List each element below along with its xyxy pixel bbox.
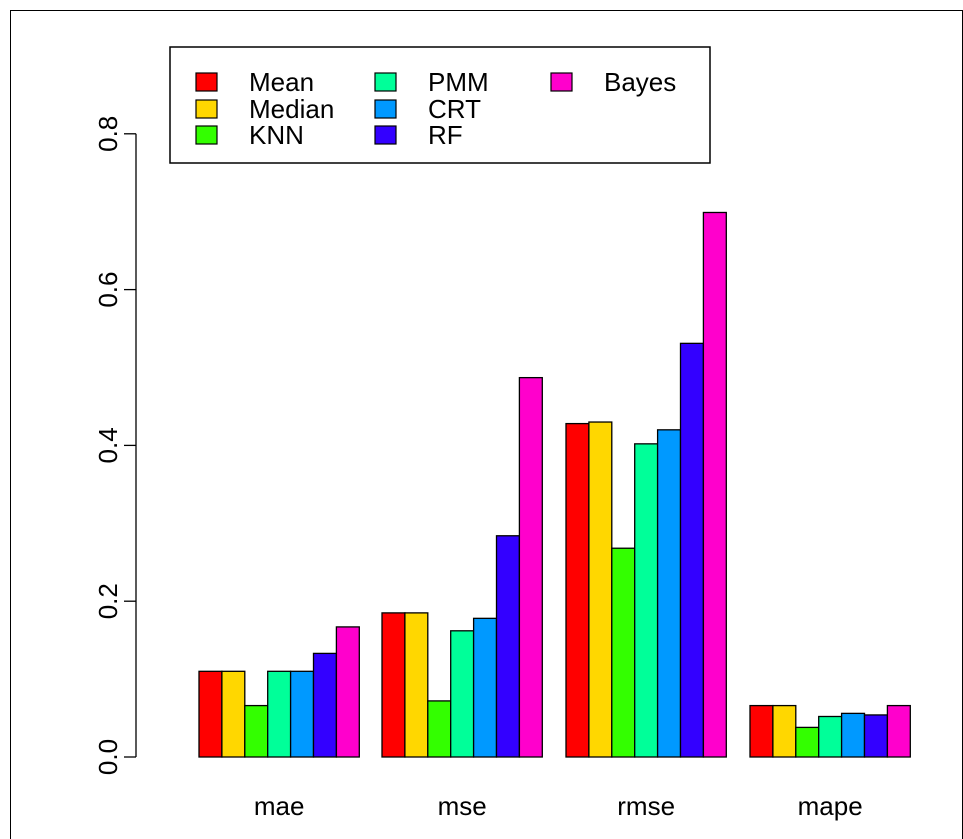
bar-mse-rf — [495, 535, 521, 758]
bar-mae-knn — [244, 704, 269, 758]
y-tick-label: 0.8 — [93, 116, 123, 152]
bar-rmse-median — [588, 421, 613, 758]
y-tick-label: 0.2 — [93, 583, 123, 619]
y-tick-label: 0.0 — [93, 739, 123, 775]
legend-label: PMM — [428, 67, 489, 97]
bar-rmse-knn — [611, 547, 636, 758]
x-category-label: mape — [798, 791, 863, 821]
bar-mae-rf — [312, 652, 338, 758]
bar-mape-knn — [795, 726, 820, 758]
bar-mse-pmm — [450, 630, 475, 758]
y-axis: 0.0 0.2 0.4 0.6 0.8 — [93, 116, 137, 775]
bar-mae-mean — [198, 670, 223, 758]
legend-label: Mean — [249, 67, 314, 97]
legend-label: Median — [249, 94, 334, 124]
legend-swatch — [374, 99, 397, 119]
bar-rmse-mean — [565, 422, 590, 758]
bar-mape-crt — [840, 712, 866, 758]
bar-mse-median — [404, 612, 429, 758]
bar-rmse-crt — [656, 429, 682, 758]
bar-rmse-bayes — [702, 211, 727, 758]
bar-mape-median — [772, 704, 797, 758]
y-tick-label: 0.4 — [93, 427, 123, 463]
legend-swatch — [374, 72, 397, 92]
legend-swatch — [550, 72, 573, 92]
bar-mape-rf — [863, 714, 889, 758]
bar-mae-bayes — [335, 626, 360, 758]
legend-label: CRT — [428, 94, 481, 124]
legend-label: RF — [428, 120, 463, 150]
bar-mse-mean — [381, 612, 406, 758]
x-axis-labels: mae mse rmse mape — [254, 791, 863, 821]
bar-rmse-rf — [679, 342, 705, 758]
bar-mae-crt — [289, 670, 315, 758]
bar-mape-mean — [749, 704, 774, 758]
bar-mse-crt — [472, 617, 498, 758]
legend-label: Bayes — [604, 67, 676, 97]
bar-mape-bayes — [886, 704, 911, 758]
bar-mse-bayes — [518, 376, 543, 758]
legend-swatch — [195, 99, 218, 119]
bar-mape-pmm — [818, 715, 843, 758]
x-category-label: mae — [254, 791, 305, 821]
bar-mae-pmm — [267, 670, 292, 758]
legend-swatch — [195, 125, 218, 145]
x-category-label: mse — [438, 791, 487, 821]
y-tick-label: 0.6 — [93, 272, 123, 308]
bars — [198, 211, 911, 758]
x-category-label: rmse — [617, 791, 675, 821]
legend-swatch — [195, 72, 218, 92]
legend-label: KNN — [249, 120, 304, 150]
bar-rmse-pmm — [634, 443, 659, 758]
legend-box — [169, 46, 711, 164]
bar-mae-median — [221, 670, 246, 758]
bar-mse-knn — [427, 700, 452, 758]
legend-swatch — [374, 125, 397, 145]
